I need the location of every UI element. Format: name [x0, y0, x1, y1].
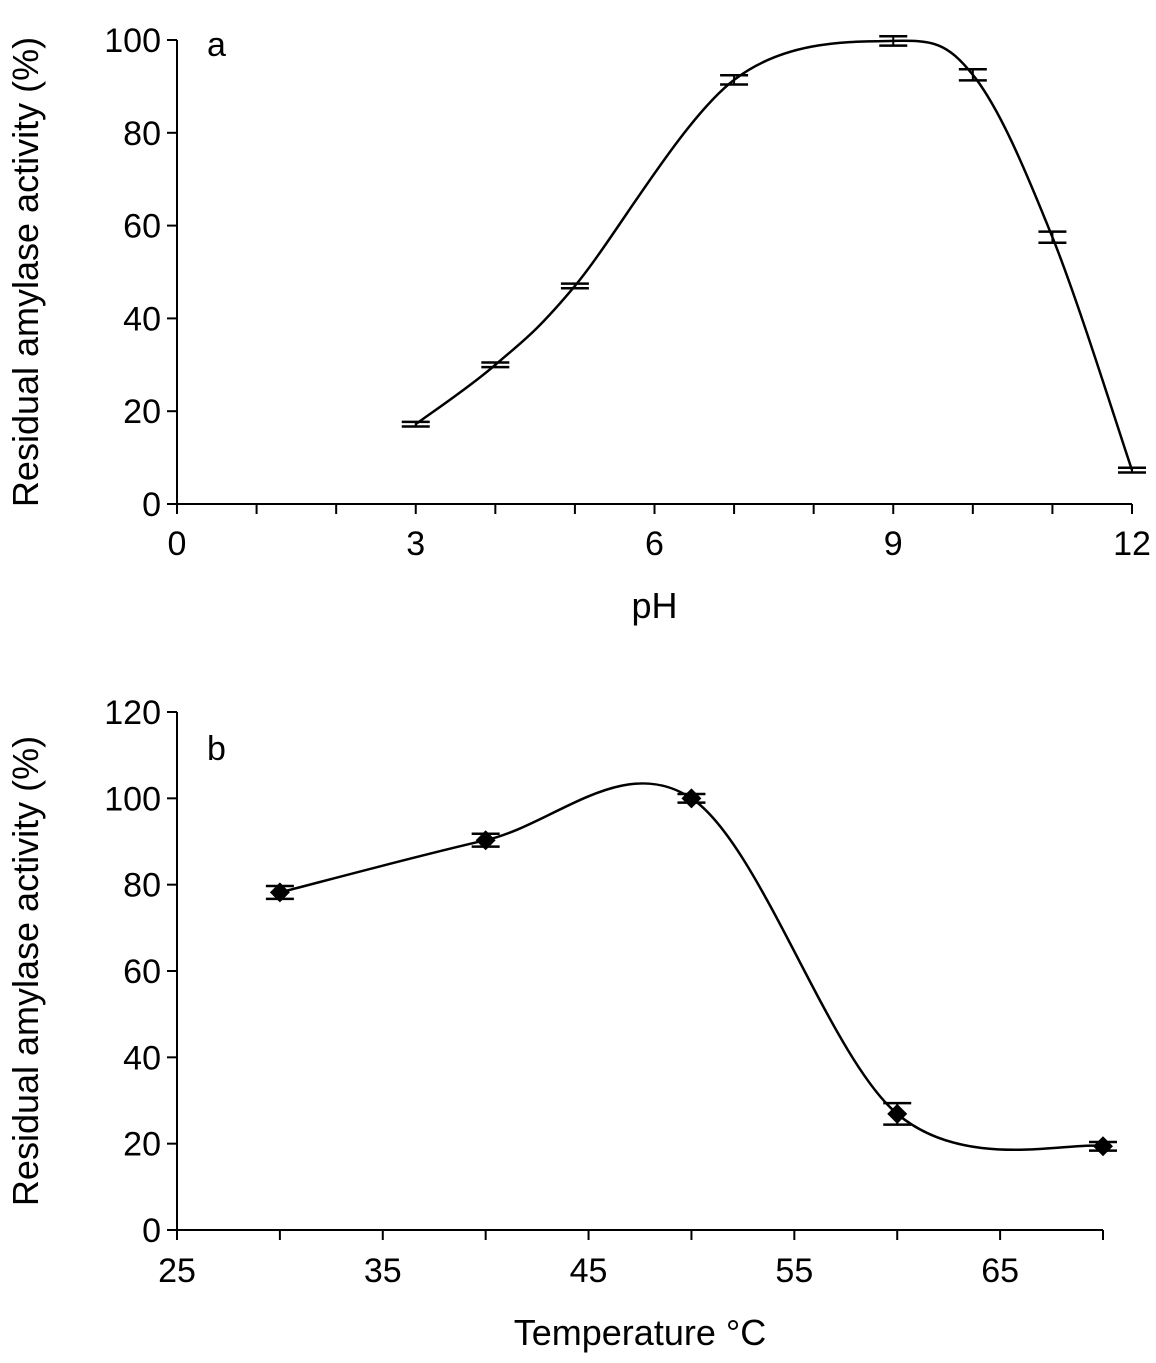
chart-b-x-tick-label: 25: [158, 1252, 196, 1290]
chart-a-y-tick-label: 100: [104, 22, 161, 60]
chart-b-y-tick-label: 0: [142, 1212, 161, 1250]
chart-b-y-tick-label: 40: [123, 1039, 161, 1077]
chart-a-x-tick-label: 9: [884, 525, 903, 563]
chart-a-y-axis-label: Residual amylase activity (%): [5, 37, 46, 507]
chart-b-y-tick-label: 80: [123, 867, 161, 905]
chart-b-series-line: [279, 782, 1104, 1152]
chart-a-x-tick-label: 0: [168, 525, 187, 563]
chart-a-x-tick-label: 6: [645, 525, 664, 563]
chart-b-y-tick-label: 100: [104, 780, 161, 818]
chart-a-y-tick-label: 60: [123, 208, 161, 246]
chart-b-data-point: [475, 830, 496, 851]
chart-a-y-tick-label: 20: [123, 393, 161, 431]
chart-b-data-point: [681, 788, 702, 809]
chart-a-x-axis-label: pH: [631, 585, 677, 626]
chart-b-y-tick-label: 120: [104, 694, 161, 732]
chart-b-x-tick-label: 65: [981, 1252, 1019, 1290]
chart-b-data-point: [1093, 1136, 1113, 1157]
chart-b-data-point: [887, 1103, 908, 1124]
chart-b-x-tick-label: 55: [775, 1252, 813, 1290]
chart-a-y-tick-label: 40: [123, 300, 161, 338]
chart-b-x-tick-label: 35: [364, 1252, 402, 1290]
chart-a-panel-label: a: [207, 26, 226, 64]
chart-a-y-tick-label: 80: [123, 115, 161, 153]
chart-b-x-tick-label: 45: [570, 1252, 608, 1290]
chart-a-x-tick-label: 12: [1113, 525, 1151, 563]
chart-b-y-tick-label: 20: [123, 1126, 161, 1164]
chart-b-panel-label: b: [207, 730, 226, 768]
chart-b-y-axis-label: Residual amylase activity (%): [5, 736, 46, 1206]
chart-b-y-tick-label: 60: [123, 953, 161, 991]
chart-b-data-point: [269, 882, 290, 903]
chart-b-x-axis-label: Temperature °C: [514, 1312, 767, 1353]
chart-a-x-tick-label: 3: [406, 525, 425, 563]
chart-a-series-line: [415, 39, 1134, 471]
chart-a-y-tick-label: 0: [142, 486, 161, 524]
